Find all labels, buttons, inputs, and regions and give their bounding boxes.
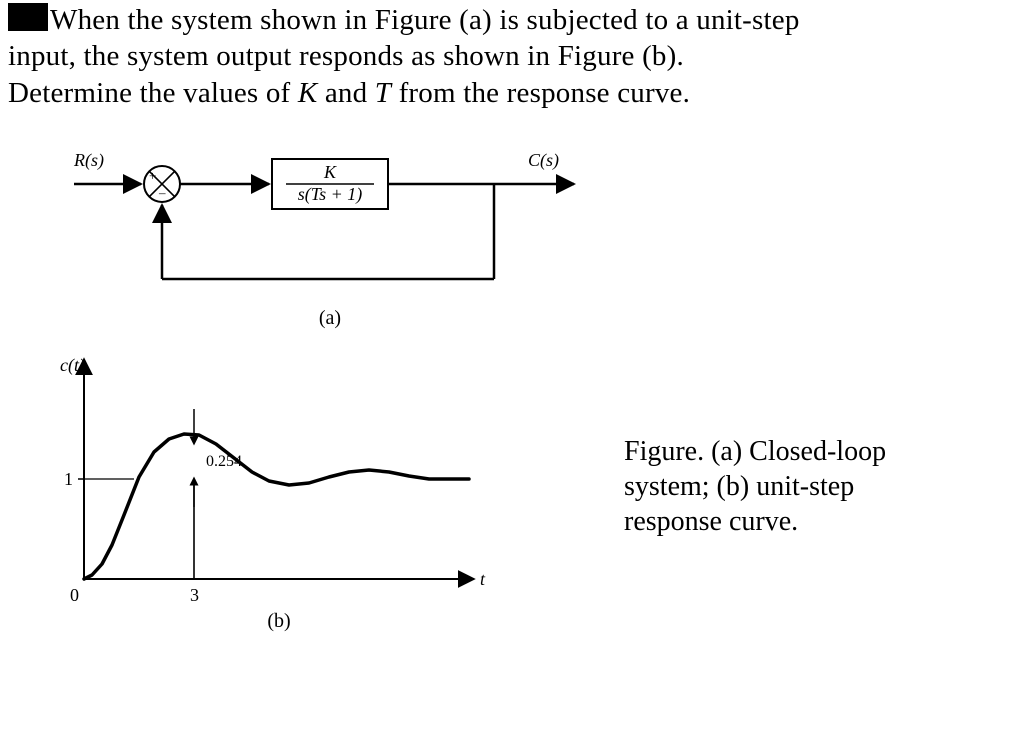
figures-row: R(s) +– Ks(Ts + 1) C(s) (a) c(t) t 0 1 3 0.254 (b)… bbox=[0, 139, 1024, 649]
var-K: K bbox=[298, 77, 318, 109]
problem-line3-mid: and bbox=[317, 77, 374, 109]
svg-text:0: 0 bbox=[70, 585, 79, 605]
caption-line3: response curve. bbox=[624, 506, 798, 537]
svg-text:3: 3 bbox=[190, 585, 199, 605]
caption-line1: Figure. (a) Closed-loop bbox=[624, 436, 886, 467]
svg-text:K: K bbox=[323, 162, 337, 182]
svg-text:1: 1 bbox=[64, 469, 73, 489]
svg-text:t: t bbox=[480, 569, 486, 589]
figure-a-block-diagram: R(s) +– Ks(Ts + 1) C(s) (a) bbox=[44, 139, 604, 349]
svg-text:(a): (a) bbox=[319, 307, 341, 329]
svg-text:–: – bbox=[158, 185, 166, 200]
problem-line2: input, the system output responds as sho… bbox=[8, 40, 684, 72]
problem-statement: When the system shown in Figure (a) is s… bbox=[0, 0, 1024, 111]
svg-text:c(t): c(t) bbox=[60, 355, 85, 376]
problem-line1: When the system shown in Figure (a) is s… bbox=[50, 4, 800, 36]
problem-number-box bbox=[8, 3, 48, 31]
svg-text:0.254: 0.254 bbox=[206, 453, 242, 470]
svg-text:+: + bbox=[149, 168, 156, 183]
figure-caption: Figure. (a) Closed-loop system; (b) unit… bbox=[624, 139, 1024, 539]
svg-text:C(s): C(s) bbox=[528, 150, 559, 171]
var-T: T bbox=[375, 77, 391, 109]
figure-b-response-curve: c(t) t 0 1 3 0.254 (b) bbox=[44, 349, 544, 649]
caption-line2: system; (b) unit-step bbox=[624, 471, 854, 502]
svg-text:(b): (b) bbox=[267, 610, 290, 632]
svg-text:s(Ts + 1): s(Ts + 1) bbox=[298, 184, 363, 205]
problem-line3-pre: Determine the values of bbox=[8, 77, 298, 109]
svg-text:R(s): R(s) bbox=[73, 150, 104, 171]
problem-line3-post: from the response curve. bbox=[391, 77, 690, 109]
figures-column: R(s) +– Ks(Ts + 1) C(s) (a) c(t) t 0 1 3 0.254 (b) bbox=[0, 139, 624, 649]
